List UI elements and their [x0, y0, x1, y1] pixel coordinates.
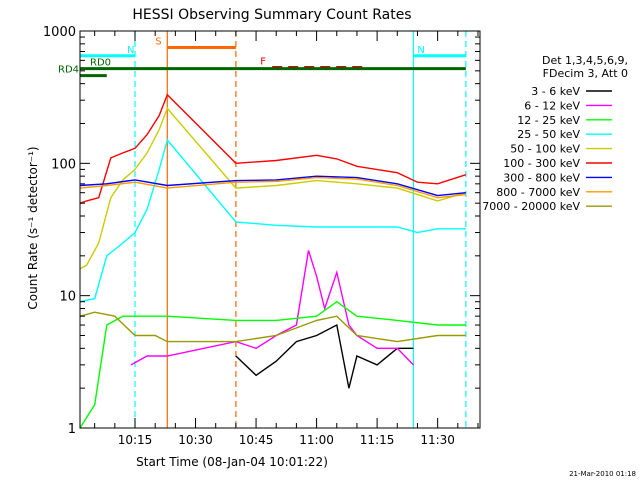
flag-label: F — [260, 56, 266, 67]
legend-label: 800 - 7000 keV — [496, 186, 580, 199]
footer-timestamp: 21-Mar-2010 01:18 — [569, 470, 636, 478]
x-tick-label: 10:45 — [239, 433, 274, 447]
series-line-12-25-kev — [79, 300, 466, 429]
series-line-800-7000-kev — [79, 176, 466, 199]
series-line-6-12-kev — [130, 250, 414, 366]
y-tick-label: 10 — [59, 290, 76, 305]
legend-label: 300 - 800 keV — [503, 171, 580, 184]
x-axis-label: Start Time (08-Jan-04 10:01:22) — [136, 455, 328, 469]
legend-header-line1: Det 1,3,4,5,6,9, — [542, 54, 628, 67]
y-tick-label: 1 — [68, 422, 76, 437]
legend-label: 100 - 300 keV — [503, 157, 580, 170]
x-tick-label: 10:15 — [118, 433, 153, 447]
legend-label: 3 - 6 keV — [531, 85, 580, 98]
axes: 1 10 100 1000 10:15 10:30 10:45 11:00 11:15 11:30 — [43, 25, 481, 447]
series-line-25-50-kev — [79, 138, 466, 303]
plot-frame — [79, 30, 481, 429]
flag-label: S — [155, 37, 161, 48]
chart-title: HESSI Observing Summary Count Rates — [132, 7, 411, 23]
legend-label: 6 - 12 keV — [524, 99, 580, 112]
series-line-50-100-kev — [79, 107, 467, 270]
plot-area: N N S F RD0 RD4 — [58, 31, 467, 429]
flag-label: RD0 — [90, 58, 111, 69]
series-line-100-300-kev — [79, 93, 467, 204]
legend-label: 7000 - 20000 keV — [482, 200, 580, 213]
y-tick-label: 100 — [51, 157, 76, 172]
y-tick-label: 1000 — [43, 25, 76, 40]
flag-label: N — [127, 45, 134, 56]
legend-header-line2: FDecim 3, Att 0 — [543, 67, 628, 80]
series-line-3-6-kev — [235, 323, 414, 389]
flag-label: RD4 — [58, 65, 79, 76]
flag-label: N — [417, 45, 424, 56]
series-line-7000-20000-kev — [79, 311, 466, 343]
legend-label: 25 - 50 keV — [517, 128, 580, 141]
x-tick-label: 11:15 — [360, 433, 395, 447]
x-tick-label: 11:00 — [299, 433, 334, 447]
legend: Det 1,3,4,5,6,9, FDecim 3, Att 0 3 - 6 k… — [482, 54, 628, 213]
x-tick-label: 11:30 — [420, 433, 455, 447]
legend-label: 12 - 25 keV — [517, 114, 580, 127]
x-tick-label: 10:30 — [178, 433, 213, 447]
legend-label: 50 - 100 keV — [510, 143, 580, 156]
y-axis-label: Count Rate (s⁻¹ detector⁻¹) — [26, 146, 40, 309]
series-line-300-800-kev — [79, 175, 466, 197]
